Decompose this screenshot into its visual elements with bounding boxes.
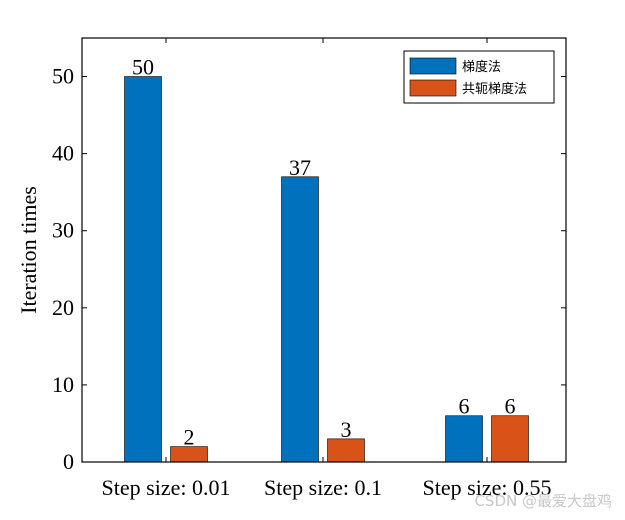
legend: 梯度法 共轭梯度法 (403, 50, 555, 104)
plot-frame (81, 37, 567, 463)
bar-conjugate-gradient-3 (491, 415, 529, 463)
bar-value-label: 37 (289, 155, 311, 180)
y-axis-label: Iteration times (16, 186, 41, 314)
axis-ticks (82, 38, 566, 463)
plot-area (82, 38, 566, 462)
y-tick-label: 30 (52, 218, 74, 243)
bar-conjugate-gradient-2 (327, 438, 365, 463)
bar-value-label: 6 (505, 394, 516, 419)
y-tick-label: 10 (52, 372, 74, 397)
y-tick-label: 50 (52, 64, 74, 89)
x-tick-labels: Step size: 0.01 Step size: 0.1 Step size: … (102, 475, 552, 500)
y-tick-label: 0 (63, 449, 74, 474)
legend-label-conjugate-gradient: 共轭梯度法 (462, 81, 527, 97)
legend-swatch-conjugate-gradient (409, 79, 457, 97)
y-tick-label: 20 (52, 295, 74, 320)
y-tick-label: 40 (52, 141, 74, 166)
x-tick-label: Step size: 0.1 (264, 475, 382, 500)
bar-value-label: 50 (132, 55, 154, 80)
bars-group (124, 76, 529, 463)
bar-labels-group: 50 37 6 2 3 6 (132, 55, 516, 450)
bar-gradient-3 (445, 415, 483, 463)
x-tick-label: Step size: 0.01 (102, 475, 231, 500)
y-tick-labels: 0 10 20 30 40 50 (52, 64, 74, 474)
bar-gradient-2 (281, 176, 319, 463)
legend-label-gradient: 梯度法 (462, 59, 501, 75)
bar-gradient-1 (124, 76, 162, 463)
bar-value-label: 6 (459, 394, 470, 419)
bar-value-label: 3 (341, 417, 352, 442)
bar-value-label: 2 (184, 425, 195, 450)
watermark: CSDN @最爱大盘鸡 (474, 492, 612, 510)
x-tick-label: Step size: 0.55 (423, 475, 552, 500)
legend-swatch-gradient (409, 57, 457, 75)
